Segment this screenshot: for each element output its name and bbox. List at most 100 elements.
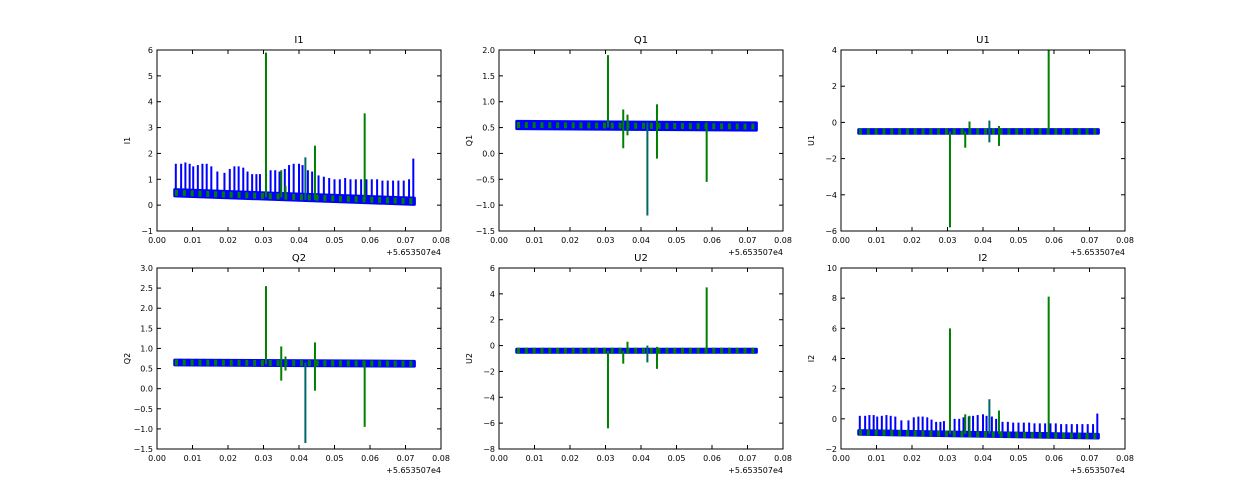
y-tick-label: 2 (832, 82, 837, 91)
green-point (268, 193, 272, 200)
green-point (859, 429, 863, 436)
green-point (354, 196, 358, 203)
x-tick-label: 0.02 (219, 454, 237, 463)
green-point (206, 190, 210, 197)
y-tick-label: 1.0 (140, 344, 153, 353)
green-point (393, 197, 397, 204)
green-point (727, 123, 731, 130)
green-point (307, 194, 311, 201)
green-point (1062, 432, 1066, 439)
green-point (409, 198, 413, 205)
y-tick-label: −0.5 (476, 175, 495, 184)
green-point (339, 195, 343, 202)
green-point (944, 128, 948, 135)
x-tick-label: 0.04 (632, 454, 650, 463)
green-point (229, 359, 233, 366)
green-point (898, 128, 902, 135)
green-point (913, 128, 917, 135)
green-point (929, 128, 933, 135)
green-point (299, 360, 303, 367)
green-point (595, 347, 599, 354)
y-axis-label: I1 (123, 137, 132, 144)
green-point (587, 122, 591, 129)
green-point (331, 360, 335, 367)
green-point (991, 431, 995, 438)
green-point (315, 360, 319, 367)
green-point (370, 196, 374, 203)
green-point (206, 359, 210, 366)
green-point (882, 128, 886, 135)
green-point (385, 360, 389, 367)
green-point (1085, 433, 1089, 440)
green-point (999, 431, 1003, 438)
x-tick-label: 0.08 (774, 236, 792, 245)
green-point (401, 360, 405, 367)
green-point (610, 347, 614, 354)
y-tick-label: 2 (832, 385, 837, 394)
y-tick-label: 0.5 (482, 124, 495, 133)
x-offset-label: +5.653507e4 (1070, 466, 1125, 475)
x-tick-label: 0.04 (632, 236, 650, 245)
green-point (524, 347, 528, 354)
green-point (339, 360, 343, 367)
green-point (182, 359, 186, 366)
green-point (214, 359, 218, 366)
green-point (743, 347, 747, 354)
green-point (548, 122, 552, 129)
green-point (276, 193, 280, 200)
green-point (688, 347, 692, 354)
green-point (1093, 433, 1097, 440)
green-point (221, 359, 225, 366)
green-point (999, 128, 1003, 135)
subplot-title: I2 (978, 253, 987, 264)
x-tick-label: 0.06 (361, 236, 379, 245)
green-point (346, 360, 350, 367)
plot-area (515, 55, 758, 216)
green-point (175, 189, 179, 196)
y-tick-label: 0.5 (140, 365, 153, 374)
green-point (735, 347, 739, 354)
green-point (983, 431, 987, 438)
x-tick-label: 0.07 (1081, 454, 1099, 463)
y-tick-label: 4 (832, 355, 837, 364)
green-point (610, 122, 614, 129)
green-point (315, 194, 319, 201)
green-point (1038, 128, 1042, 135)
green-point (175, 359, 179, 366)
green-point (743, 123, 747, 130)
green-point (221, 191, 225, 198)
green-point (1015, 128, 1019, 135)
green-point (960, 431, 964, 438)
green-point (602, 122, 606, 129)
green-point (921, 128, 925, 135)
green-point (299, 194, 303, 201)
green-point (921, 430, 925, 437)
green-point (198, 190, 202, 197)
green-point (1030, 128, 1034, 135)
green-point (245, 192, 249, 199)
green-point (540, 122, 544, 129)
plot-area (857, 50, 1100, 228)
green-point (657, 347, 661, 354)
green-point (1077, 432, 1081, 439)
y-tick-label: −1.5 (476, 227, 495, 236)
y-tick-label: 6 (832, 324, 837, 333)
green-point (229, 191, 233, 198)
green-point (1030, 432, 1034, 439)
subplot-title: Q2 (292, 253, 306, 264)
green-point (563, 122, 567, 129)
x-tick-label: 0.00 (148, 236, 166, 245)
x-tick-label: 0.03 (597, 236, 615, 245)
subplot-title: U2 (634, 253, 648, 264)
y-tick-label: 4 (490, 290, 495, 299)
green-point (260, 359, 264, 366)
x-tick-label: 0.04 (290, 454, 308, 463)
green-point (905, 430, 909, 437)
green-point (866, 429, 870, 436)
green-point (198, 359, 202, 366)
green-point (393, 360, 397, 367)
green-point (370, 360, 374, 367)
y-tick-label: 5 (148, 72, 153, 81)
green-point (688, 123, 692, 130)
green-point (898, 430, 902, 437)
